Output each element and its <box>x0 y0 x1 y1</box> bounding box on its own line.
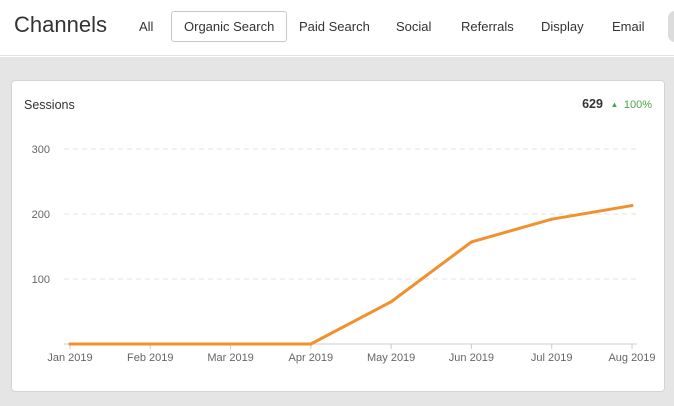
y-tick-label: 100 <box>32 274 50 286</box>
data-point <box>550 217 554 221</box>
data-point <box>309 342 313 346</box>
tab-organic-search[interactable]: Organic Search <box>171 11 288 42</box>
x-tick-label: Feb 2019 <box>127 352 173 364</box>
data-point <box>469 240 473 244</box>
y-tick-label: 300 <box>32 144 50 156</box>
data-point <box>229 342 233 346</box>
data-point <box>389 300 393 304</box>
x-tick-label: Jul 2019 <box>531 352 573 364</box>
header: Channels All Organic Search Paid Search … <box>0 0 674 56</box>
main-content: Sessions 629 ▲ 100% 100 200 300 Jan 2019 Feb… <box>0 57 674 406</box>
page-title: Channels <box>14 12 107 37</box>
x-tick-label: May 2019 <box>367 352 415 364</box>
x-tick-label: Apr 2019 <box>289 352 334 364</box>
sessions-line-chart: 100 200 300 Jan 2019 Feb 2019 Mar 2019 Apr 201… <box>32 144 656 364</box>
sessions-change: 100% <box>623 99 652 111</box>
x-tick-label: Jun 2019 <box>449 352 494 364</box>
tab-paid-search[interactable]: Paid Search <box>299 19 370 34</box>
tab-all[interactable]: All <box>139 19 154 34</box>
sessions-series-line <box>68 204 634 346</box>
sessions-card: Sessions 629 ▲ 100% 100 200 300 Jan 2019 Feb… <box>11 80 665 392</box>
card-title: Sessions <box>24 98 75 112</box>
data-point <box>630 204 634 208</box>
tab-email[interactable]: Email <box>612 19 645 34</box>
y-tick-label: 200 <box>32 209 50 221</box>
x-tick-label: Mar 2019 <box>207 352 253 364</box>
x-tick-label: Jan 2019 <box>47 352 92 364</box>
x-tick-label: Aug 2019 <box>608 352 655 364</box>
card-metric: 629 ▲ 100% <box>582 97 652 111</box>
tab-social[interactable]: Social <box>396 19 432 34</box>
tab-display[interactable]: Display <box>541 19 584 34</box>
sessions-total: 629 <box>582 97 603 111</box>
more-tabs-button[interactable] <box>668 11 674 42</box>
data-point <box>148 342 152 346</box>
tab-referrals[interactable]: Referrals <box>461 19 514 34</box>
data-point <box>68 342 72 346</box>
triangle-up-icon: ▲ <box>610 100 619 109</box>
